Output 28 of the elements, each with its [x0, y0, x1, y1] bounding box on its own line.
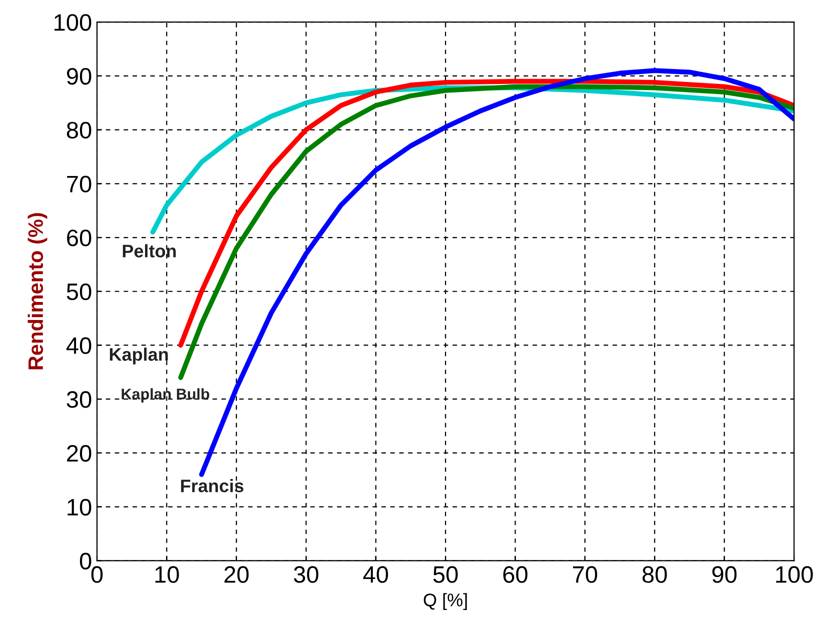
y-tick-label: 40: [66, 337, 92, 354]
x-tick-label: 80: [642, 566, 667, 583]
y-tick-label: 90: [66, 68, 92, 85]
x-tick-label: 30: [294, 566, 318, 583]
y-axis-title: Rendimento (%): [28, 213, 48, 370]
x-tick-label: 60: [503, 566, 528, 583]
x-tick-label: 70: [573, 566, 598, 583]
series-label: Francis: [181, 479, 244, 492]
y-tick-label: 60: [67, 230, 92, 246]
x-tick-label: 0: [91, 566, 103, 583]
series-label: Pelton: [122, 244, 176, 258]
x-tick-label: 90: [712, 566, 737, 583]
y-tick-label: 0: [80, 552, 92, 570]
y-tick-label: 10: [68, 498, 92, 516]
x-axis-title: Q [%]: [424, 593, 467, 610]
y-tick-label: 30: [66, 391, 92, 408]
y-tick-label: 20: [67, 445, 92, 462]
x-tick-label: 100: [776, 566, 813, 583]
series-label: Kaplan Bulb: [122, 388, 210, 402]
x-tick-label: 50: [433, 566, 458, 583]
series-label: Kaplan: [110, 348, 168, 364]
x-tick-label: 40: [363, 566, 388, 583]
y-tick-label: 80: [66, 122, 92, 139]
x-tick-label: 10: [155, 566, 179, 583]
y-tick-label: 100: [54, 14, 92, 31]
y-tick-label: 50: [66, 283, 92, 300]
y-tick-label: 70: [67, 176, 92, 192]
x-tick-label: 20: [224, 566, 249, 583]
